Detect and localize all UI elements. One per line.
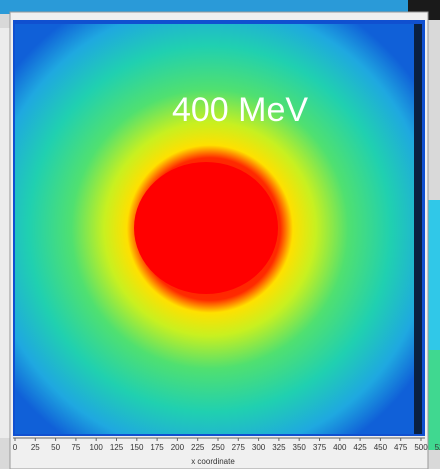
x-tick-label: 400 bbox=[333, 443, 347, 452]
x-tick-label: 25 bbox=[31, 443, 40, 452]
x-tick-label: 425 bbox=[353, 443, 367, 452]
x-tick-label: 275 bbox=[232, 443, 246, 452]
x-tick-label: 250 bbox=[211, 443, 225, 452]
x-tick-label: 450 bbox=[374, 443, 388, 452]
x-tick-label: 325 bbox=[272, 443, 286, 452]
x-tick-label: 100 bbox=[90, 443, 104, 452]
x-tick-label: 375 bbox=[313, 443, 327, 452]
x-tick-label: 200 bbox=[171, 443, 185, 452]
x-tick-label: 150 bbox=[130, 443, 144, 452]
x-tick-label: 350 bbox=[293, 443, 307, 452]
x-tick-label: 175 bbox=[150, 443, 164, 452]
x-tick-label: 50 bbox=[51, 443, 60, 452]
energy-annotation: 400 MeV bbox=[172, 91, 308, 129]
beam-spot bbox=[134, 162, 278, 294]
image-edge bbox=[414, 24, 422, 434]
x-axis-title: x coordinate bbox=[191, 457, 235, 466]
page: {"window": {"annotation": "400 MeV", "x_… bbox=[0, 0, 440, 469]
x-tick-label: 300 bbox=[252, 443, 266, 452]
x-tick-label: 75 bbox=[71, 443, 80, 452]
screenshot: 400 MeV x coordinate 0 25 50 75 100 125 150 175… bbox=[0, 0, 440, 469]
x-tick-label: 125 bbox=[110, 443, 124, 452]
x-tick-label: 525 bbox=[435, 443, 440, 452]
x-tick-label: 475 bbox=[394, 443, 408, 452]
x-tick-label: 225 bbox=[191, 443, 205, 452]
x-tick-label: 500 bbox=[414, 443, 428, 452]
x-tick-label: 0 bbox=[13, 443, 18, 452]
